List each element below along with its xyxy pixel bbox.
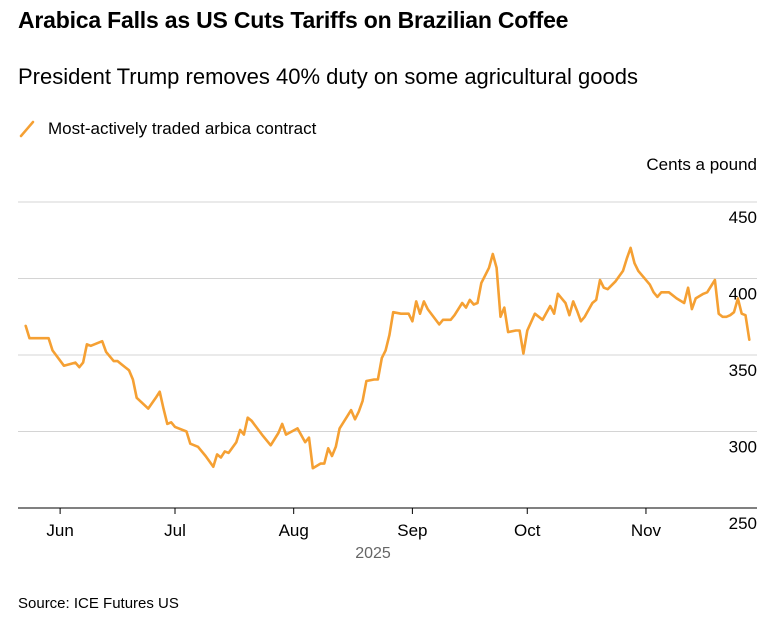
x-tick-label: Nov: [631, 521, 662, 540]
x-tick-label: Jun: [46, 521, 73, 540]
y-tick-label: 450: [729, 208, 757, 227]
chart-title: Arabica Falls as US Cuts Tariffs on Braz…: [18, 7, 569, 33]
y-tick-label: 250: [729, 514, 757, 533]
y-axis-title: Cents a pound: [646, 155, 757, 174]
chart-subtitle: President Trump removes 40% duty on some…: [18, 64, 638, 89]
x-axis-year-label: 2025: [355, 545, 391, 562]
y-tick-label: 350: [729, 361, 757, 380]
series-line: [24, 246, 751, 470]
x-tick-label: Jul: [164, 521, 186, 540]
source-note: Source: ICE Futures US: [18, 595, 179, 612]
legend-label: Most-actively traded arbica contract: [48, 119, 317, 138]
y-tick-label: 400: [729, 285, 757, 304]
x-tick-label: Sep: [397, 521, 427, 540]
y-tick-label: 300: [729, 438, 757, 457]
x-tick-label: Oct: [514, 521, 541, 540]
legend: Most-actively traded arbica contract: [18, 119, 316, 139]
legend-swatch-icon: [19, 120, 35, 138]
x-tick-label: Aug: [279, 521, 309, 540]
